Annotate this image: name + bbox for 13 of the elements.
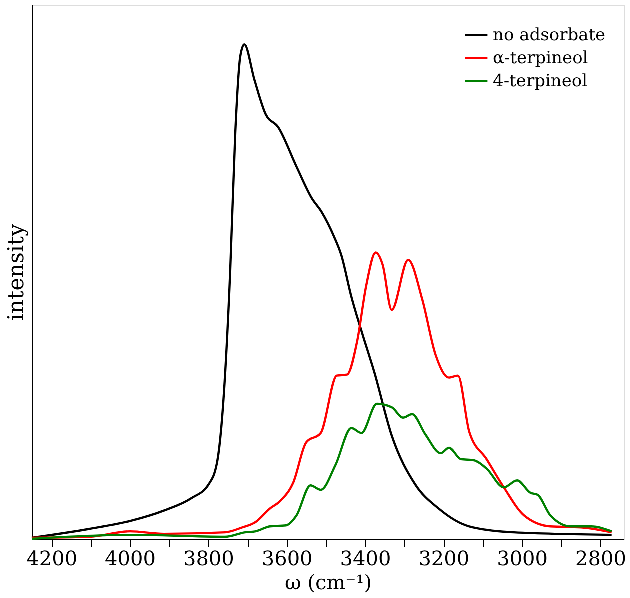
x-tick-label: 2800 [576, 546, 626, 570]
x-tick-label: 3200 [418, 546, 470, 570]
y-axis-title: intensity [4, 224, 30, 321]
x-tick-label: 4200 [26, 546, 78, 570]
legend-label: 4-terpineol [493, 72, 588, 92]
legend-label: α-terpineol [493, 48, 588, 68]
x-axis-title: ω (cm⁻¹) [284, 570, 372, 594]
x-tick-label: 3600 [262, 546, 313, 570]
x-tick-label: 3800 [183, 546, 234, 570]
x-tick-label: 3000 [497, 546, 548, 570]
x-tick-label: 4000 [105, 546, 156, 570]
x-tick-label: 3400 [340, 546, 392, 570]
legend-label: no adsorbate [493, 26, 606, 46]
